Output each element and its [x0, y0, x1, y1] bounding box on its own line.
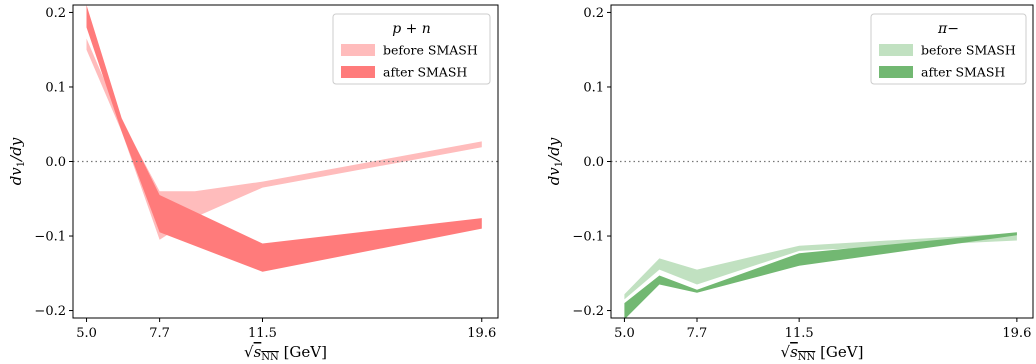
y-tick-label: 0.1: [45, 80, 66, 95]
legend-swatch: [879, 44, 913, 56]
legend-swatch: [341, 44, 375, 56]
chart-panel-2: 5.0 7.7 11.5 19.6 −0.2 −0.1 0.0 0.1 0.2 √sNN [GeV…: [545, 4, 1034, 363]
legend-swatch: [341, 66, 375, 78]
y-tick-label: 0.2: [45, 6, 66, 21]
x-axis-label: √sNN [GeV]: [244, 343, 327, 363]
x-tick-label: 19.6: [467, 326, 496, 341]
legend-entry-label: after SMASH: [383, 65, 467, 80]
y-tick-label: 0.1: [583, 80, 604, 95]
chart-panel-1: 5.0 7.7 11.5 19.6 −0.2 −0.1 0.0 0.1 0.2 √sNN [GeV…: [7, 4, 499, 363]
x-tick-label: 7.7: [687, 326, 708, 341]
legend-entry-label: after SMASH: [921, 65, 1005, 80]
y-tick-label: 0.0: [45, 155, 66, 170]
x-tick-label: 19.6: [1002, 326, 1031, 341]
x-tick-label: 11.5: [248, 326, 277, 341]
legend-title: p + n: [392, 21, 431, 37]
y-tick-label: 0.2: [583, 6, 604, 21]
y-axis-label: dv1/dy: [545, 137, 565, 185]
y-tick-label: −0.1: [34, 230, 66, 245]
legend: π− before SMASH after SMASH: [870, 13, 1027, 85]
legend-entry-label: before SMASH: [921, 43, 1016, 58]
y-tick-label: −0.2: [572, 304, 604, 319]
y-tick-label: −0.2: [34, 304, 66, 319]
y-tick-label: 0.0: [583, 155, 604, 170]
x-axis-label: √sNN [GeV]: [781, 343, 864, 363]
x-tick-label: 11.5: [785, 326, 814, 341]
legend-title: π−: [937, 21, 959, 37]
x-tick-label: 7.7: [149, 326, 170, 341]
legend: p + n before SMASH after SMASH: [332, 13, 491, 85]
x-tick-label: 5.0: [76, 326, 97, 341]
legend-swatch: [879, 66, 913, 78]
legend-entry-label: before SMASH: [383, 43, 478, 58]
y-axis-label: dv1/dy: [7, 137, 27, 185]
y-tick-label: −0.1: [572, 230, 604, 245]
x-tick-label: 5.0: [614, 326, 635, 341]
